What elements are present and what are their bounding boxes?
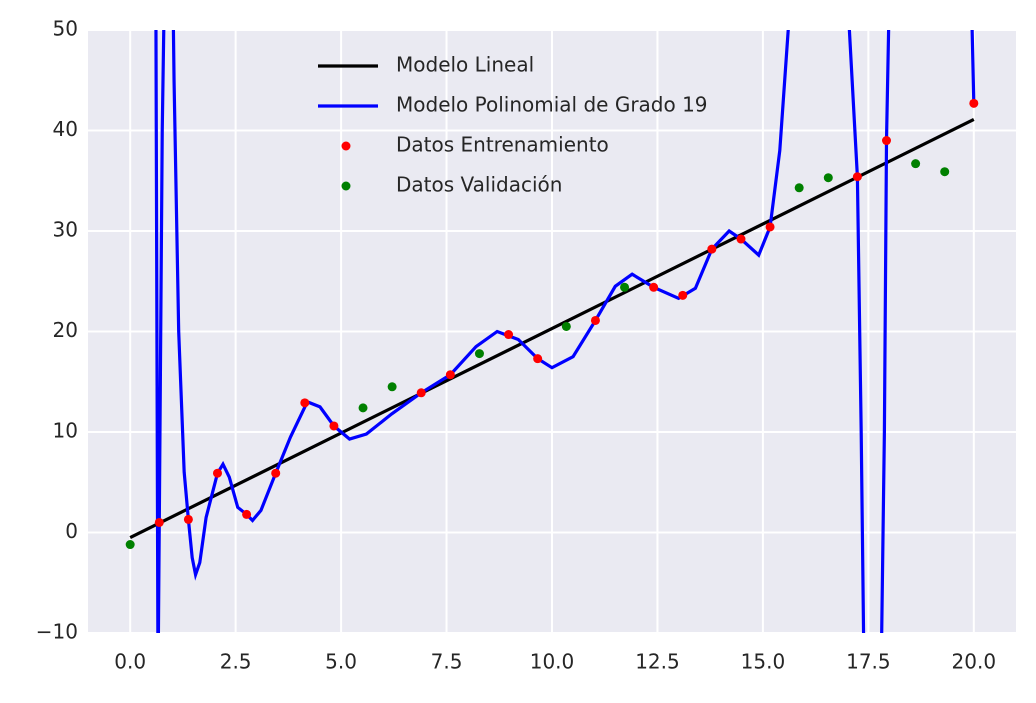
data-point (940, 167, 950, 177)
data-point (445, 370, 455, 380)
x-tick-label: 0.0 (114, 650, 146, 674)
x-tick-label: 17.5 (846, 650, 891, 674)
y-tick-label: 20 (53, 318, 78, 342)
data-point (590, 315, 600, 325)
data-point (765, 222, 775, 232)
legend-label: Modelo Polinomial de Grado 19 (396, 93, 708, 117)
data-point (678, 290, 688, 300)
data-point (358, 403, 368, 413)
data-point (242, 509, 252, 519)
x-tick-label: 10.0 (530, 650, 575, 674)
data-point (736, 234, 746, 244)
data-point (561, 321, 571, 331)
y-tick-label: 30 (53, 218, 78, 242)
data-point (271, 468, 281, 478)
y-tick-label: 0 (65, 519, 78, 543)
data-point (649, 282, 659, 292)
x-tick-label: 12.5 (635, 650, 680, 674)
data-point (125, 540, 135, 550)
y-tick-label: 40 (53, 117, 78, 141)
data-point (620, 282, 630, 292)
data-point (300, 398, 310, 408)
y-tick-label: −10 (36, 620, 78, 644)
x-tick-label: 7.5 (431, 650, 463, 674)
data-point (329, 421, 339, 431)
data-point (911, 159, 921, 169)
x-tick-label: 2.5 (220, 650, 252, 674)
y-tick-label: 50 (53, 17, 78, 41)
series-line (129, 118, 975, 539)
data-point (474, 349, 484, 359)
data-point (794, 183, 804, 193)
data-point (533, 354, 543, 364)
data-point (212, 468, 222, 478)
legend-label: Modelo Lineal (396, 53, 534, 77)
plot-marks (125, 30, 979, 633)
data-point (852, 172, 862, 182)
x-tick-label: 20.0 (952, 650, 997, 674)
data-point (969, 98, 979, 108)
data-point (154, 517, 164, 527)
legend-label: Datos Entrenamiento (396, 133, 609, 157)
legend-marker (341, 181, 351, 191)
data-point (504, 330, 514, 340)
data-point (387, 382, 397, 392)
data-point (823, 173, 833, 183)
data-point (707, 244, 717, 254)
legend-label: Datos Validación (396, 173, 562, 197)
series-line (154, 30, 976, 633)
data-point (183, 514, 193, 524)
legend-marker (341, 141, 351, 151)
x-tick-label: 5.0 (325, 650, 357, 674)
data-point (416, 388, 426, 398)
x-tick-label: 15.0 (741, 650, 786, 674)
data-point (882, 136, 892, 146)
y-tick-label: 10 (53, 419, 78, 443)
